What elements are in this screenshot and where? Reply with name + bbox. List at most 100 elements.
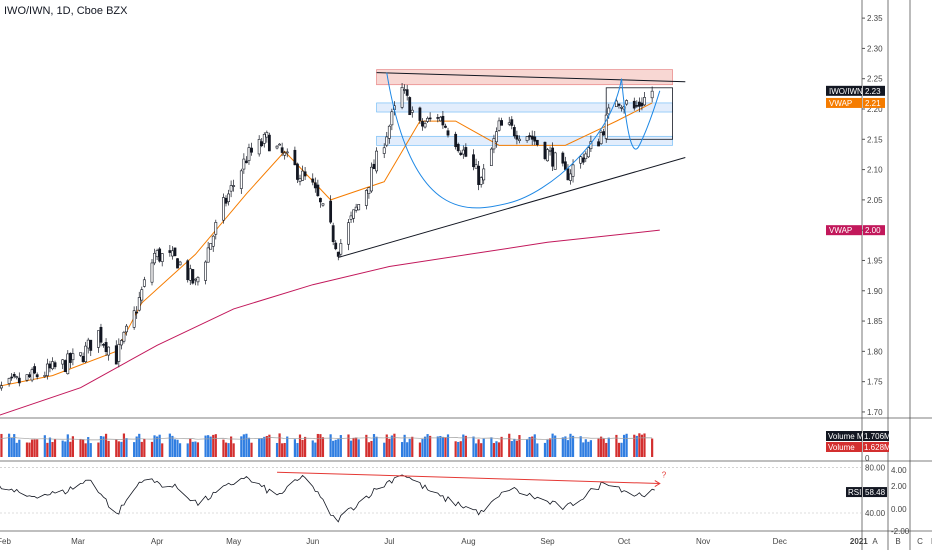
volume-bar [79, 438, 82, 457]
candle [354, 206, 358, 211]
candle [579, 156, 583, 164]
volume-bar [515, 440, 518, 457]
volume-bar [227, 443, 230, 457]
volume-bar [275, 442, 279, 457]
cup-curve [386, 72, 623, 209]
vwap-long-tag-label: VWAP [829, 226, 852, 235]
candle [150, 262, 154, 283]
rsi-tag-label-bg [846, 487, 862, 498]
volume-bar [260, 438, 263, 457]
price-tick-label: 2.30 [867, 44, 883, 53]
candle [196, 277, 200, 283]
volume-bar [158, 434, 161, 457]
volume-bar [543, 442, 547, 457]
candle [104, 342, 108, 352]
candle [382, 147, 386, 154]
footer-button-c[interactable]: C [917, 537, 923, 546]
volume-bar [69, 441, 72, 457]
price-tick-label: 2.25 [867, 75, 883, 84]
volume-bar [436, 436, 439, 457]
candle [176, 258, 179, 269]
volume-bar [321, 437, 325, 457]
rsi-trendline [277, 471, 660, 485]
volume-bar [651, 438, 654, 457]
candle [364, 190, 368, 206]
volume-bar [281, 443, 284, 457]
candle [10, 376, 14, 379]
volume-bar [97, 442, 100, 457]
candle [489, 148, 493, 166]
volume-bar [536, 443, 539, 457]
volume-bar [533, 434, 536, 457]
volume-bar [43, 435, 46, 457]
time-axis-label: Dec [773, 537, 787, 546]
volume-bar [605, 442, 608, 457]
vwap-long-tag-value-bg [863, 225, 885, 236]
volume-bar [551, 433, 554, 457]
candle [571, 164, 575, 177]
volume-bar [444, 437, 447, 457]
vwap-long-line [0, 229, 660, 416]
candle [15, 376, 19, 378]
footer-button-b[interactable]: B [895, 537, 900, 546]
volume-tag-value-bg [863, 442, 889, 452]
volume-bar [25, 442, 29, 457]
candle [301, 170, 304, 181]
volume-bar [393, 433, 396, 457]
candle [303, 171, 307, 177]
candle [635, 105, 639, 107]
volume-bar [347, 434, 350, 457]
candle [283, 152, 287, 156]
volume-bar [426, 434, 429, 457]
candle [43, 375, 47, 377]
candle [584, 153, 588, 160]
volume-bar [296, 443, 299, 457]
time-axis-label: Oct [618, 537, 631, 546]
candle [563, 161, 567, 170]
candle [265, 132, 269, 138]
candle [267, 134, 271, 152]
candle [107, 346, 111, 356]
time-axis-label: May [226, 537, 241, 546]
candle [495, 131, 498, 143]
candle [339, 243, 343, 255]
footer-button-a[interactable]: A [872, 537, 878, 546]
volume-bar [66, 434, 69, 457]
volume-bar [120, 441, 123, 457]
candle [132, 310, 136, 328]
candle [140, 289, 144, 301]
volume-bar [635, 435, 638, 457]
price-tick-label: 1.95 [867, 256, 883, 265]
candle [171, 250, 174, 257]
candle [158, 248, 162, 262]
time-axis-label: Sep [540, 537, 555, 546]
candle [438, 116, 442, 122]
volume-bar [349, 440, 353, 457]
volume-bar [242, 434, 245, 457]
candle [586, 147, 590, 158]
volume-bar [207, 435, 210, 457]
volume-bar [153, 435, 156, 457]
candle [650, 90, 654, 99]
volume-bar [528, 436, 531, 457]
volume-bar [314, 442, 317, 457]
volume-bar [99, 436, 103, 457]
candle [515, 135, 519, 140]
candle [620, 106, 623, 109]
candle [426, 117, 429, 122]
volume-bar [355, 437, 358, 457]
question-mark: ? [662, 471, 667, 480]
volume-bar [46, 442, 49, 457]
time-axis-label: Apr [151, 537, 164, 546]
candle [518, 138, 521, 141]
volume-bar [372, 434, 376, 457]
price-tag-label-bg [826, 85, 862, 96]
volume-bar [365, 434, 368, 457]
candle [142, 279, 146, 287]
volume-bar [367, 442, 370, 457]
volume-bar [464, 435, 467, 457]
candle [102, 344, 105, 346]
time-axis-label: Jul [384, 537, 394, 546]
candle [45, 363, 49, 376]
